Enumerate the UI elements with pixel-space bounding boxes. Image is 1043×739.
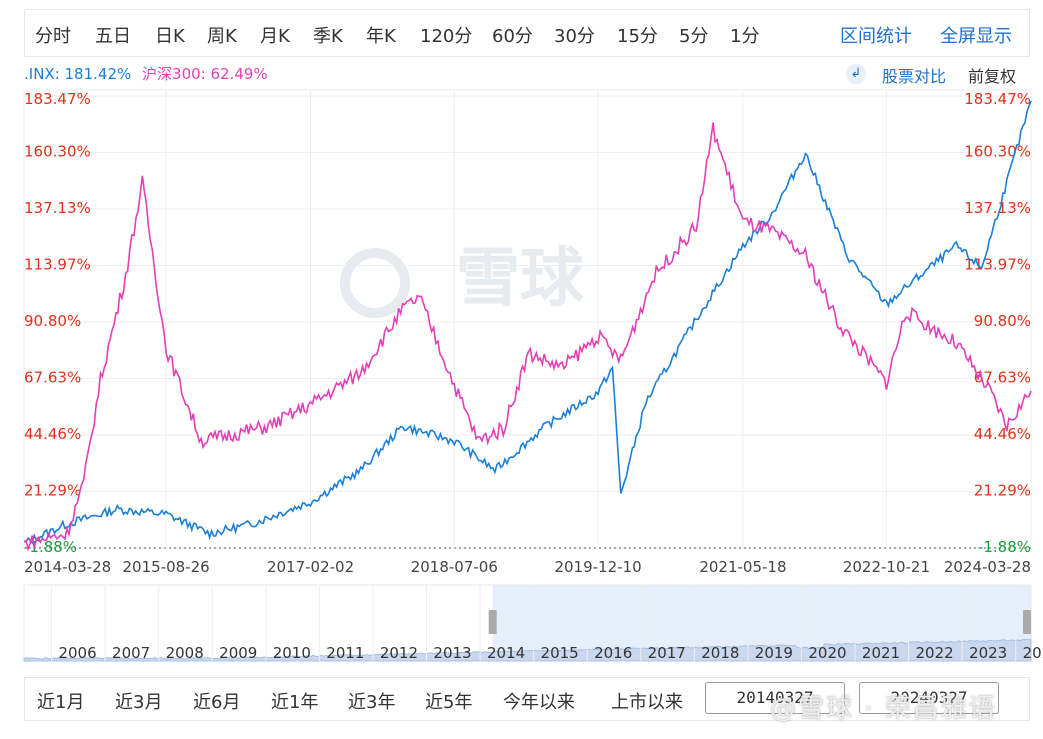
- x-tick-label: 2024-03-28: [944, 558, 1031, 576]
- range-bar: 近1月 近3月 近6月 近1年 近3年 近5年 今年以来 上市以来 201403…: [24, 677, 1030, 721]
- range-3m-button[interactable]: 近3月: [115, 692, 163, 713]
- x-tick-label: 2019-12-10: [554, 558, 641, 576]
- range-1y-button[interactable]: 近1年: [271, 692, 319, 713]
- compare-icon[interactable]: ↲: [846, 63, 866, 84]
- period-tab-daily[interactable]: 日K: [155, 26, 185, 47]
- y-tick-label: 90.80%: [24, 312, 81, 330]
- range-all-button[interactable]: 上市以来: [611, 692, 683, 713]
- range-ytd-button[interactable]: 今年以来: [503, 692, 575, 713]
- period-tab-30min[interactable]: 30分: [554, 26, 595, 47]
- range-3y-button[interactable]: 近3年: [348, 692, 396, 713]
- compare-button[interactable]: 股票对比: [882, 67, 947, 86]
- interval-stats-button[interactable]: 区间统计: [840, 26, 912, 47]
- y-tick-label: 21.29%: [24, 481, 81, 499]
- x-tick-label: 2018-07-06: [411, 558, 498, 576]
- adjust-button[interactable]: 前复权: [968, 67, 1017, 86]
- watermark: 雪球: [456, 242, 585, 316]
- period-tab-5min[interactable]: 5分: [679, 26, 709, 47]
- period-tab-monthly[interactable]: 月K: [260, 26, 290, 47]
- y-tick-label: 137.13%: [964, 199, 1031, 217]
- period-toolbar: 分时 五日 日K 周K 月K 季K 年K 120分 60分 30分 15分 5分…: [24, 9, 1030, 57]
- period-tab-5day[interactable]: 五日: [95, 26, 131, 47]
- period-tab-60min[interactable]: 60分: [492, 26, 533, 47]
- x-tick-label: 2021-05-18: [699, 558, 786, 576]
- y-tick-label: 183.47%: [964, 90, 1031, 108]
- y-tick-label: 90.80%: [974, 312, 1031, 330]
- x-tick-label: 2015-08-26: [123, 558, 210, 576]
- period-tab-yearly[interactable]: 年K: [366, 26, 396, 47]
- watermark-logo-icon: [340, 248, 410, 318]
- period-tab-120min[interactable]: 120分: [420, 26, 473, 47]
- start-date-input[interactable]: 20140327: [705, 682, 845, 714]
- period-tab-intraday[interactable]: 分时: [35, 26, 71, 47]
- x-tick-label: 2022-10-21: [843, 558, 930, 576]
- y-tick-label: 44.46%: [974, 425, 1031, 443]
- y-tick-label: 67.63%: [24, 368, 81, 386]
- y-tick-label: -1.88%: [978, 538, 1031, 556]
- y-tick-label: 113.97%: [24, 255, 91, 273]
- period-tab-15min[interactable]: 15分: [617, 26, 658, 47]
- compare-control[interactable]: ↲: [846, 63, 866, 84]
- range-5y-button[interactable]: 近5年: [425, 692, 473, 713]
- y-tick-label: 21.29%: [974, 481, 1031, 499]
- period-tab-weekly[interactable]: 周K: [207, 26, 237, 47]
- period-tab-quarterly[interactable]: 季K: [313, 26, 343, 47]
- legend-inx: .INX: 181.42%: [24, 65, 132, 83]
- series-line-hs300: [23, 122, 1032, 552]
- plot-area: [23, 89, 1032, 549]
- x-tick-label: 2014-03-28: [24, 558, 111, 576]
- end-date-input[interactable]: 20240327: [859, 682, 999, 714]
- footer-watermark: @雪球 · 荣昌雅语: [770, 694, 997, 724]
- y-tick-label: -1.88%: [24, 538, 77, 556]
- x-tick-label: 2017-02-02: [267, 558, 354, 576]
- range-6m-button[interactable]: 近6月: [193, 692, 241, 713]
- series-line-inx: [23, 100, 1032, 545]
- y-tick-label: 183.47%: [24, 90, 91, 108]
- series-legend: .INX: 181.42% 沪深300: 62.49%: [24, 63, 268, 84]
- y-tick-label: 137.13%: [24, 199, 91, 217]
- period-tab-1min[interactable]: 1分: [730, 26, 760, 47]
- legend-hs300: 沪深300: 62.49%: [142, 65, 268, 83]
- y-tick-label: 44.46%: [24, 425, 81, 443]
- y-tick-label: 160.30%: [24, 143, 91, 161]
- y-tick-label: 113.97%: [964, 255, 1031, 273]
- fullscreen-button[interactable]: 全屏显示: [940, 26, 1012, 47]
- range-1m-button[interactable]: 近1月: [37, 692, 85, 713]
- y-tick-label: 160.30%: [964, 143, 1031, 161]
